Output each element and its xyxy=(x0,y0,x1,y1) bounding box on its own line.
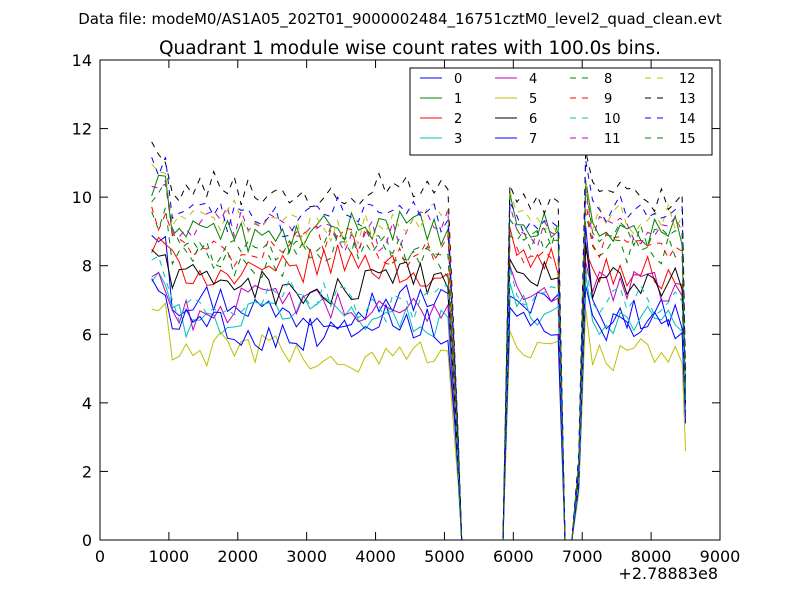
chart-title: Quadrant 1 module wise count rates with … xyxy=(159,38,661,59)
y-tick-label-12: 12 xyxy=(72,120,92,139)
y-tick-label-0: 0 xyxy=(82,531,92,550)
legend-label-15: 15 xyxy=(679,132,696,147)
legend-label-8: 8 xyxy=(604,72,612,87)
x-tick-label-9000: 9000 xyxy=(700,547,741,566)
legend-label-7: 7 xyxy=(529,132,537,147)
series-line-6 xyxy=(151,242,687,541)
y-tick-label-2: 2 xyxy=(82,462,92,481)
x-tick-label-8000: 8000 xyxy=(631,547,672,566)
y-tick-label-8: 8 xyxy=(82,257,92,276)
series-line-9 xyxy=(151,200,687,541)
series-line-12 xyxy=(151,163,687,541)
y-tick-label-4: 4 xyxy=(82,394,92,413)
series-line-1 xyxy=(151,174,687,541)
legend-label-2: 2 xyxy=(454,112,462,127)
series-line-2 xyxy=(151,227,687,541)
legend-label-11: 11 xyxy=(604,132,621,147)
series-line-10 xyxy=(151,255,687,541)
x-tick-label-0: 0 xyxy=(95,547,105,566)
legend-label-3: 3 xyxy=(454,132,462,147)
legend-label-10: 10 xyxy=(604,112,621,127)
legend-label-0: 0 xyxy=(454,72,462,87)
y-tick-label-6: 6 xyxy=(82,325,92,344)
suptitle: Data file: modeM0/AS1A05_202T01_90000024… xyxy=(78,10,722,29)
x-offset-label: +2.78883e8 xyxy=(618,564,718,583)
x-tick-label-1000: 1000 xyxy=(149,547,190,566)
x-tick-label-5000: 5000 xyxy=(424,547,465,566)
series-line-4 xyxy=(151,261,687,541)
x-tick-label-4000: 4000 xyxy=(355,547,396,566)
series-layer xyxy=(151,141,687,541)
x-tick-label-6000: 6000 xyxy=(493,547,534,566)
series-line-13 xyxy=(151,141,687,541)
y-tick-label-10: 10 xyxy=(72,188,92,207)
axes-border xyxy=(99,59,721,541)
y-tick-label-14: 14 xyxy=(72,51,92,70)
x-tick-label-2000: 2000 xyxy=(217,547,258,566)
series-line-14 xyxy=(151,156,687,541)
legend-label-4: 4 xyxy=(529,72,537,87)
legend-label-5: 5 xyxy=(529,92,537,107)
legend-label-1: 1 xyxy=(454,92,462,107)
series-line-5 xyxy=(151,301,687,541)
series-line-0 xyxy=(151,225,687,541)
legend-label-6: 6 xyxy=(529,112,537,127)
legend-label-12: 12 xyxy=(679,72,696,87)
series-line-7 xyxy=(151,278,687,541)
series-line-15 xyxy=(151,179,687,541)
tick-layer: 0 1000 2000 3000 4000 5000 6000 7000 8000 9000 0 2 4… xyxy=(72,51,741,566)
x-tick-label-7000: 7000 xyxy=(562,547,603,566)
series-line-8 xyxy=(151,207,687,541)
legend-label-13: 13 xyxy=(679,92,696,107)
legend-box xyxy=(409,67,713,156)
series-line-3 xyxy=(151,271,687,541)
legend-label-9: 9 xyxy=(604,92,612,107)
legend-label-14: 14 xyxy=(679,112,696,127)
x-tick-label-3000: 3000 xyxy=(286,547,327,566)
